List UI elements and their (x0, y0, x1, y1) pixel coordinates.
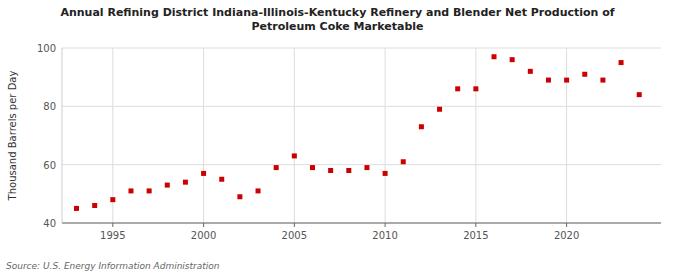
x-tick-label: 2005 (282, 230, 307, 241)
x-tick-label: 2020 (554, 230, 579, 241)
y-axis-label: Thousand Barrels per Day (7, 71, 18, 202)
x-tick (475, 223, 476, 227)
x-tick-label: 2010 (372, 230, 397, 241)
point (582, 72, 587, 77)
title: Annual Refining District Indiana-Illinoi… (60, 6, 614, 33)
point (383, 171, 388, 176)
point (419, 124, 424, 129)
point (74, 206, 79, 211)
x-grid-line (203, 48, 204, 223)
point (619, 60, 624, 65)
title-line: Annual Refining District Indiana-Illinoi… (60, 6, 614, 19)
point (110, 197, 115, 202)
y-grid-line (62, 223, 661, 224)
x-grid-line (475, 48, 476, 223)
point (455, 86, 460, 91)
point (256, 188, 261, 193)
chart: Annual Refining District Indiana-Illinoi… (0, 0, 675, 275)
x-tick-label: 1995 (100, 230, 125, 241)
x-grid-line (385, 48, 386, 223)
y-grid-line (62, 164, 661, 165)
x-axis-line (62, 223, 661, 224)
x-tick-label: 2015 (463, 230, 488, 241)
point (401, 159, 406, 164)
point (473, 86, 478, 91)
points (74, 54, 642, 211)
source: Source: U.S. Energy Information Administ… (6, 261, 220, 271)
point (128, 188, 133, 193)
x-tick (385, 223, 386, 227)
y-tick-label: 100 (37, 43, 56, 54)
background (0, 0, 675, 275)
point (183, 180, 188, 185)
point (510, 57, 515, 62)
point (310, 165, 315, 170)
point (292, 153, 297, 158)
x-tick (294, 223, 295, 227)
point (201, 171, 206, 176)
x-tick (112, 223, 113, 227)
point (492, 54, 497, 59)
y-grid-line (62, 48, 661, 49)
point (437, 107, 442, 112)
point (546, 78, 551, 83)
x-tick (203, 223, 204, 227)
point (637, 92, 642, 97)
x-grid-line (566, 48, 567, 223)
point (528, 69, 533, 74)
x-grid-line (294, 48, 295, 223)
point (346, 168, 351, 173)
point (147, 188, 152, 193)
y-tick-label: 80 (43, 101, 56, 112)
x-grid-line (112, 48, 113, 223)
y-tick-label: 60 (43, 160, 56, 171)
title-line: Petroleum Coke Marketable (251, 20, 423, 33)
grid (62, 48, 661, 223)
y-axis-line (62, 48, 63, 223)
point (165, 183, 170, 188)
point (600, 78, 605, 83)
x-tick (566, 223, 567, 227)
y-tick-label: 40 (43, 218, 56, 229)
point (564, 78, 569, 83)
point (237, 194, 242, 199)
point (328, 168, 333, 173)
point (92, 203, 97, 208)
x-tick-label: 2000 (191, 230, 216, 241)
point (274, 165, 279, 170)
point (219, 177, 224, 182)
point (364, 165, 369, 170)
y-grid-line (62, 106, 661, 107)
